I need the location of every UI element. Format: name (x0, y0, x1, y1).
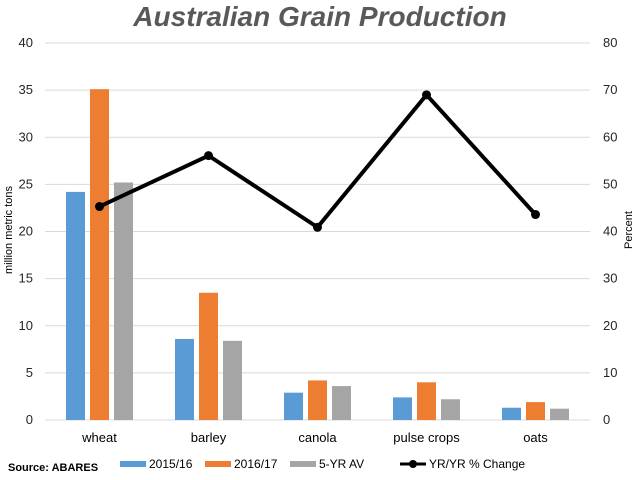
category-label: oats (523, 430, 548, 445)
bar (502, 407, 521, 420)
right-tick-label: 50 (603, 176, 617, 191)
bar (175, 338, 194, 420)
left-tick-label: 30 (19, 129, 33, 144)
category-labels: wheat barley canola pulse crops oats (81, 430, 548, 445)
legend-label: 2015/16 (149, 457, 193, 471)
right-tick-label: 70 (603, 82, 617, 97)
legend-marker (409, 460, 417, 468)
left-tick-label: 25 (19, 176, 33, 191)
legend-swatch (120, 461, 146, 467)
left-tick-label: 35 (19, 82, 33, 97)
bar (90, 89, 109, 421)
right-tick-label: 10 (603, 365, 617, 380)
bar (550, 408, 569, 420)
right-axis-ticks: 0 10 20 30 40 50 60 70 80 (603, 35, 617, 427)
category-label: wheat (81, 430, 117, 445)
right-tick-label: 40 (603, 224, 617, 239)
category-label: barley (191, 430, 227, 445)
left-axis-ticks: 0 5 10 15 20 25 30 35 40 (19, 35, 33, 427)
left-tick-label: 0 (26, 412, 33, 427)
bar (284, 392, 303, 420)
legend-label: 5-YR AV (319, 457, 364, 471)
legend-label: YR/YR % Change (429, 457, 525, 471)
right-tick-label: 20 (603, 318, 617, 333)
right-tick-label: 80 (603, 35, 617, 50)
source-note: Source: ABARES (8, 462, 98, 474)
left-tick-label: 15 (19, 271, 33, 286)
bar (526, 402, 545, 420)
legend-swatch (205, 461, 231, 467)
left-tick-label: 5 (26, 365, 33, 380)
left-tick-label: 20 (19, 224, 33, 239)
bar (223, 340, 242, 420)
bar (441, 399, 460, 420)
left-tick-label: 40 (19, 35, 33, 50)
line-point (204, 151, 213, 161)
category-label: canola (298, 430, 337, 445)
line-point (95, 202, 104, 212)
chart-title: Australian Grain Production (132, 1, 506, 32)
left-tick-label: 10 (19, 318, 33, 333)
line-point (531, 210, 540, 220)
line-layer (95, 90, 540, 232)
right-tick-label: 60 (603, 129, 617, 144)
legend-swatch (290, 461, 316, 467)
bar (308, 380, 327, 420)
legend-label: 2016/17 (234, 457, 278, 471)
bar-layer (66, 89, 569, 421)
right-tick-label: 0 (603, 412, 610, 427)
left-axis-title: million metric tons (3, 185, 15, 274)
bar (114, 182, 133, 420)
series-line (98, 92, 537, 230)
legend: 2015/16 2016/17 5-YR AV YR/YR % Change (120, 457, 525, 471)
right-axis-title: Percent (623, 211, 635, 249)
bar (199, 292, 218, 420)
category-label: pulse crops (393, 430, 460, 445)
line-point (313, 222, 322, 232)
bar (66, 191, 85, 420)
bar (417, 382, 436, 420)
line-point (422, 90, 431, 100)
bar (332, 386, 351, 420)
right-tick-label: 30 (603, 271, 617, 286)
bar (393, 397, 412, 420)
